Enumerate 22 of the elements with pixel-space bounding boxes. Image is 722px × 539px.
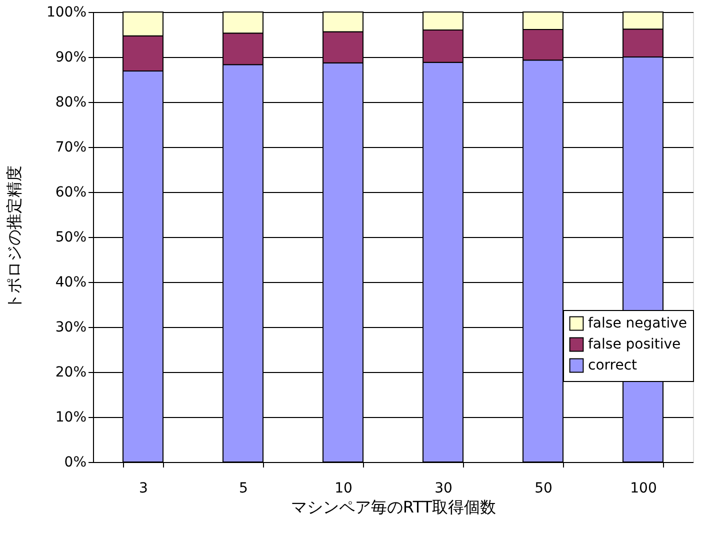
x-tick-label: 30 [434, 480, 452, 496]
y-tick-label: 0% [64, 454, 86, 470]
y-tick-label: 50% [55, 230, 86, 246]
x-axis-title: マシンペア毎のRTT取得個数 [290, 498, 496, 516]
x-tick-label: 10 [334, 480, 352, 496]
y-tick-label: 90% [55, 50, 86, 66]
y-tick-label: 60% [55, 184, 86, 200]
legend-label: correct [588, 358, 638, 374]
x-tick-label: 5 [239, 480, 248, 496]
y-tick-label: 10% [55, 410, 86, 426]
x-tick-label: 50 [534, 480, 552, 496]
legend-label: false negative [588, 316, 687, 332]
y-axis-title: トポロジの推定精度 [4, 166, 24, 310]
y-tick-label: 70% [55, 140, 86, 156]
y-tick-label: 20% [55, 364, 86, 380]
x-tick-label: 3 [139, 480, 148, 496]
y-tick-label: 30% [55, 320, 86, 336]
legend-label: false positive [588, 336, 681, 352]
y-tick-label: 40% [55, 274, 86, 290]
x-tick-label: 100 [630, 480, 657, 496]
y-tick-label: 80% [55, 94, 86, 110]
y-tick-label: 100% [46, 4, 86, 20]
